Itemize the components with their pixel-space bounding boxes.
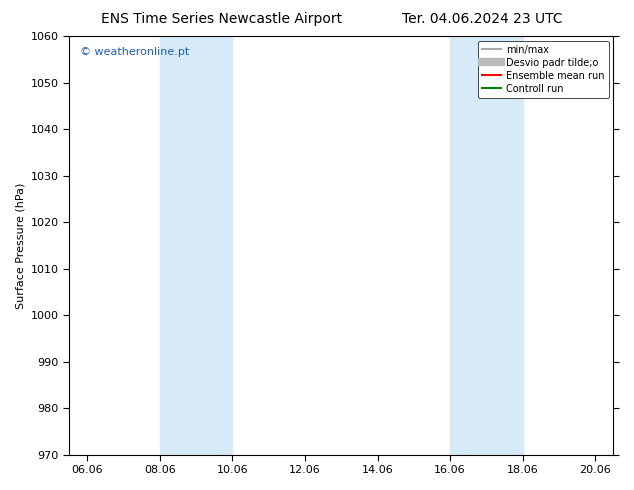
Text: © weatheronline.pt: © weatheronline.pt: [80, 47, 189, 57]
Text: ENS Time Series Newcastle Airport: ENS Time Series Newcastle Airport: [101, 12, 342, 26]
Legend: min/max, Desvio padr tilde;o, Ensemble mean run, Controll run: min/max, Desvio padr tilde;o, Ensemble m…: [478, 41, 609, 98]
Y-axis label: Surface Pressure (hPa): Surface Pressure (hPa): [15, 182, 25, 309]
Bar: [450, 36, 522, 455]
Text: Ter. 04.06.2024 23 UTC: Ter. 04.06.2024 23 UTC: [401, 12, 562, 26]
Bar: [160, 36, 233, 455]
